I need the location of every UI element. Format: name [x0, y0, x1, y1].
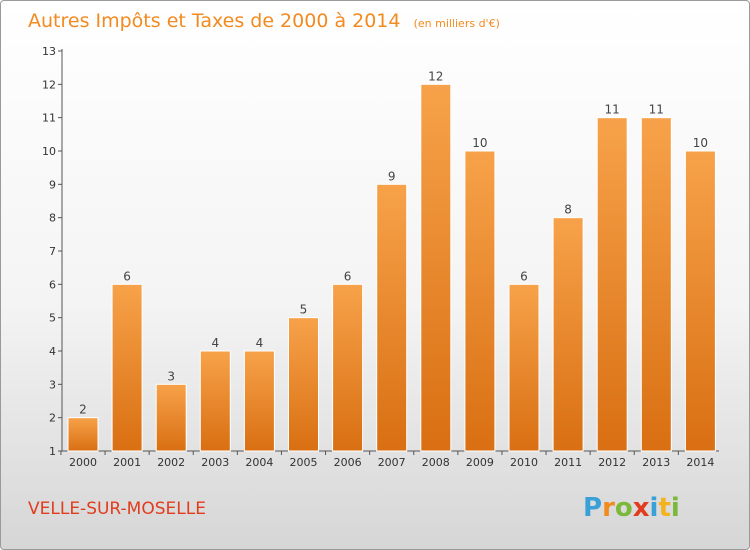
- y-tick-label: 4: [49, 345, 56, 358]
- x-tick-label: 2005: [290, 456, 318, 469]
- bar-2006: [332, 283, 364, 452]
- x-tick-label: 2004: [245, 456, 273, 469]
- bar-2007: [376, 183, 408, 452]
- y-tick-label: 1: [49, 445, 56, 458]
- x-tick-label: 2001: [113, 456, 141, 469]
- y-tick-label: 5: [49, 312, 56, 325]
- x-tick-label: 2012: [598, 456, 626, 469]
- bar-value-label: 12: [428, 69, 443, 83]
- y-tick-label: 9: [49, 178, 56, 191]
- y-tick-label: 13: [42, 45, 56, 58]
- bar-2011: [552, 217, 584, 452]
- logo-letter: i: [650, 493, 659, 523]
- bar-2014: [684, 150, 716, 452]
- logo-letter: r: [602, 493, 615, 523]
- bar-value-label: 8: [564, 203, 572, 217]
- bar-2001: [111, 283, 143, 452]
- x-tick-label: 2006: [334, 456, 362, 469]
- y-tick-label: 11: [42, 112, 56, 125]
- logo-letter: P: [583, 493, 602, 523]
- bar-2005: [288, 317, 319, 452]
- y-tick-label: 3: [49, 378, 56, 391]
- bar-2002: [155, 383, 187, 452]
- x-tick-label: 2011: [554, 456, 582, 469]
- bar-value-label: 4: [256, 336, 264, 350]
- bar-2000: [67, 417, 99, 452]
- bars-group: 2 6 3 4 4 5 6 9 12 10 6 8 11 11 10: [67, 69, 716, 452]
- bar-2012: [596, 117, 628, 452]
- y-tick-label: 12: [42, 78, 56, 91]
- y-tick-label: 6: [49, 278, 56, 291]
- bar-value-label: 3: [167, 369, 175, 383]
- logo-letter: t: [658, 493, 670, 523]
- logo-letter: x: [633, 493, 650, 523]
- bar-2009: [464, 150, 496, 452]
- x-tick-label: 2008: [422, 456, 450, 469]
- bar-2010: [508, 283, 540, 452]
- x-tick-label: 2002: [157, 456, 185, 469]
- bar-value-label: 11: [649, 103, 664, 117]
- bar-2003: [199, 350, 231, 452]
- proxiti-logo: Proxiti: [583, 493, 680, 523]
- x-tick-label: 2010: [510, 456, 538, 469]
- logo-letter: i: [671, 493, 680, 523]
- bar-value-label: 10: [693, 136, 708, 150]
- x-tick-label: 2007: [378, 456, 406, 469]
- bar-value-label: 2: [79, 403, 87, 417]
- chart-title-unit: (en milliers d'€): [414, 17, 500, 30]
- bar-value-label: 10: [472, 136, 487, 150]
- bar-value-label: 5: [300, 303, 308, 317]
- bar-value-label: 6: [520, 269, 528, 283]
- x-tick-label: 2013: [642, 456, 670, 469]
- y-tick-label: 8: [49, 212, 56, 225]
- commune-name: VELLE-SUR-MOSELLE: [28, 499, 206, 519]
- bar-2013: [640, 117, 672, 452]
- bar-value-label: 11: [605, 103, 620, 117]
- chart-title-main: Autres Impôts et Taxes de 2000 à 2014: [28, 10, 401, 32]
- y-tick-label: 7: [49, 245, 56, 258]
- bar-2008: [420, 83, 452, 452]
- chart-title: Autres Impôts et Taxes de 2000 à 2014 (e…: [28, 10, 500, 32]
- bar-value-label: 9: [388, 169, 396, 183]
- x-tick-label: 2014: [686, 456, 714, 469]
- x-axis: 2000 2001 2002 2003 2004 2005 2006 2007 2008 2009…: [60, 450, 719, 469]
- x-tick-label: 2009: [466, 456, 494, 469]
- bar-value-label: 6: [123, 269, 131, 283]
- logo-letter: o: [615, 493, 633, 523]
- bar-2004: [243, 350, 275, 452]
- bar-value-label: 4: [211, 336, 219, 350]
- bar-value-label: 6: [344, 269, 352, 283]
- x-tick-label: 2003: [201, 456, 229, 469]
- y-tick-label: 2: [49, 412, 56, 425]
- y-tick-label: 10: [42, 145, 56, 158]
- x-tick-label: 2000: [69, 456, 97, 469]
